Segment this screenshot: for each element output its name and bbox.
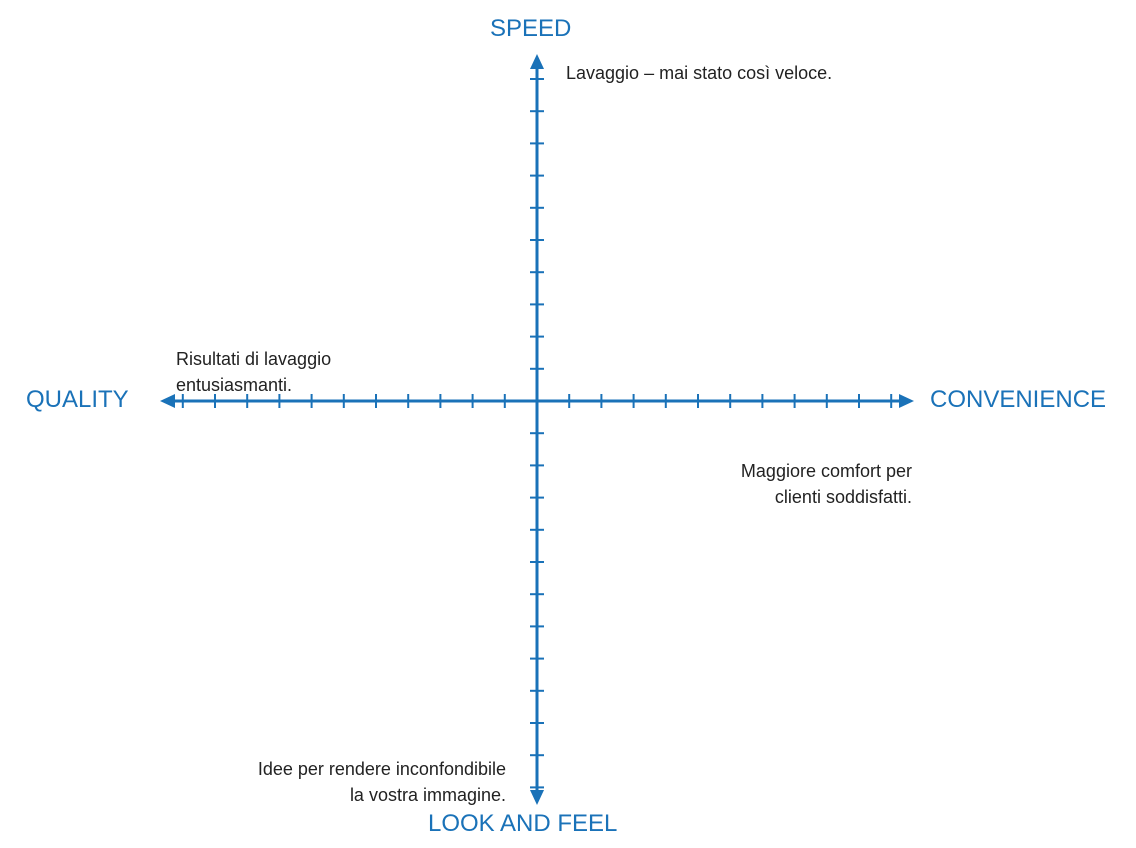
bottom-axis-label: LOOK AND FEEL — [428, 810, 618, 837]
look-and-feel-note-line-2: la vostra immagine. — [349, 785, 506, 805]
convenience-note: Maggiore comfort per clienti soddisfatti… — [741, 458, 912, 510]
arrow-left-icon — [160, 394, 175, 408]
right-axis-label: CONVENIENCE — [930, 386, 1107, 413]
arrow-down-icon — [530, 790, 544, 805]
arrow-up-icon — [530, 54, 544, 69]
quality-note: Risultati di lavaggio entusiasmanti. — [176, 346, 331, 398]
convenience-note-line-2: clienti soddisfatti. — [774, 487, 912, 507]
look-and-feel-note-line-1: Idee per rendere inconfondibile — [257, 759, 506, 779]
convenience-note-line-1: Maggiore comfort per — [740, 461, 912, 481]
quality-note-line-2: entusiasmanti. — [176, 375, 293, 395]
axis-lines — [168, 62, 906, 797]
speed-note: Lavaggio – mai stato così veloce. — [566, 63, 833, 83]
axis-arrowheads — [160, 54, 914, 805]
quality-note-line-1: Risultati di lavaggio — [176, 349, 332, 369]
left-axis-label: QUALITY — [26, 386, 129, 413]
top-axis-label: SPEED — [490, 15, 572, 42]
look-and-feel-note: Idee per rendere inconfondibile la vostr… — [258, 756, 506, 808]
arrow-right-icon — [899, 394, 914, 408]
axis-ticks — [181, 78, 893, 789]
